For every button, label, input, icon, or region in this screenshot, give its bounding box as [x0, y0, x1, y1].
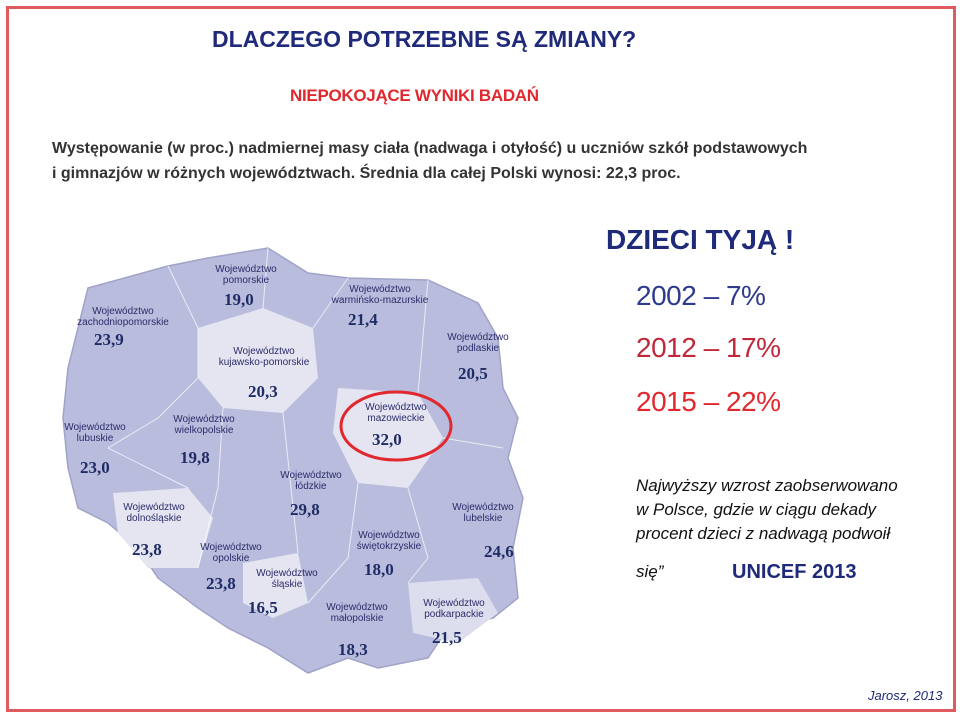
- region-podkarpackie-light: [408, 578, 498, 643]
- value-mazowieckie: 32,0: [372, 430, 402, 449]
- poland-map: Województwo pomorskie 19,0 Województwo w…: [48, 218, 548, 683]
- value-slaskie: 16,5: [248, 598, 278, 617]
- stat-year: 2012: [636, 332, 697, 363]
- stat-2002: 2002 – 7%: [636, 280, 766, 312]
- label-kujawsko-pomorskie: Województwo kujawsko-pomorskie: [218, 346, 310, 368]
- note-line: się”: [636, 562, 664, 581]
- label-podkarpackie: Województwo podkarpackie: [423, 598, 485, 620]
- label-dolnoslaskie: Województwo dolnośląskie: [123, 502, 185, 524]
- stat-value: 7%: [725, 280, 766, 311]
- value-opolskie: 23,8: [206, 574, 236, 593]
- value-swietokrzyskie: 18,0: [364, 560, 394, 579]
- stat-year: 2015: [636, 386, 697, 417]
- label-podlaskie: Województwo podlaskie: [447, 332, 509, 354]
- note-text: Najwyższy wzrost zaobserwowano w Polsce,…: [636, 474, 936, 584]
- region-borders: [107, 247, 504, 604]
- caption-line-1: Występowanie (w proc.) nadmiernej masy c…: [52, 140, 808, 157]
- label-swietokrzyskie: Województwo świętokrzyskie: [356, 530, 422, 552]
- headline: DZIECI TYJĄ !: [606, 224, 795, 255]
- author-credit: Jarosz, 2013: [868, 688, 943, 703]
- value-lodzkie: 29,8: [290, 500, 320, 519]
- region-dolnoslaskie-light: [113, 488, 213, 568]
- note-line: Najwyższy wzrost zaobserwowano: [636, 476, 898, 495]
- stat-2015: 2015 – 22%: [636, 386, 781, 418]
- note-line: w Polsce, gdzie w ciągu dekady: [636, 500, 877, 519]
- value-kujawsko-pomorskie: 20,3: [248, 382, 278, 401]
- label-warminsko-mazurskie: Województwo warmińsko-mazurskie: [331, 284, 429, 306]
- value-podlaskie: 20,5: [458, 364, 488, 383]
- value-pomorskie: 19,0: [224, 290, 254, 309]
- stat-dash: –: [703, 386, 720, 417]
- slide-frame: [6, 6, 956, 712]
- map-caption: Występowanie (w proc.) nadmiernej masy c…: [52, 136, 807, 186]
- label-malopolskie: Województwo małopolskie: [326, 602, 388, 624]
- value-lubuskie: 23,0: [80, 458, 110, 477]
- stat-year: 2002: [636, 280, 697, 311]
- region-slaskie-light: [243, 553, 308, 618]
- value-warminsko-mazurskie: 21,4: [348, 310, 378, 329]
- label-slaskie: Województwo śląskie: [256, 568, 318, 590]
- label-opolskie: Województwo opolskie: [200, 542, 262, 564]
- stat-dash: –: [703, 280, 720, 311]
- value-malopolskie: 18,3: [338, 640, 368, 659]
- source-label: UNICEF 2013: [732, 561, 857, 583]
- note-line: procent dzieci z nadwagą podwoił: [636, 524, 891, 543]
- value-zachodniopomorskie: 23,9: [94, 330, 124, 349]
- label-lubelskie: Województwo lubelskie: [452, 502, 514, 524]
- label-lubuskie: Województwo lubuskie: [64, 422, 126, 444]
- slide-title: DLACZEGO POTRZEBNE SĄ ZMIANY?: [212, 26, 637, 52]
- slide-subtitle: NIEPOKOJĄCE WYNIKI BADAŃ: [290, 86, 539, 105]
- label-wielkopolskie: Województwo wielkopolskie: [173, 414, 235, 436]
- stat-2012: 2012 – 17%: [636, 332, 781, 364]
- stat-value: 17%: [725, 332, 781, 363]
- value-dolnoslaskie: 23,8: [132, 540, 162, 559]
- poland-map-shape: [62, 247, 524, 674]
- label-mazowieckie: Województwo mazowieckie: [365, 402, 427, 424]
- value-wielkopolskie: 19,8: [180, 448, 210, 467]
- label-zachodniopomorskie: Województwo zachodniopomorskie: [77, 306, 169, 328]
- value-lubelskie: 24,6: [484, 542, 514, 561]
- label-pomorskie: Województwo pomorskie: [215, 264, 277, 286]
- stat-dash: –: [703, 332, 720, 363]
- highlight-circle: [339, 390, 453, 462]
- caption-line-2: i gimnazjów w różnych województwach. Śre…: [52, 165, 681, 182]
- value-podkarpackie: 21,5: [432, 628, 462, 647]
- stat-value: 22%: [725, 386, 781, 417]
- region-mazowieckie-light: [333, 388, 443, 488]
- region-kujawsko-light: [198, 308, 318, 413]
- label-lodzkie: Województwo łódzkie: [280, 470, 342, 492]
